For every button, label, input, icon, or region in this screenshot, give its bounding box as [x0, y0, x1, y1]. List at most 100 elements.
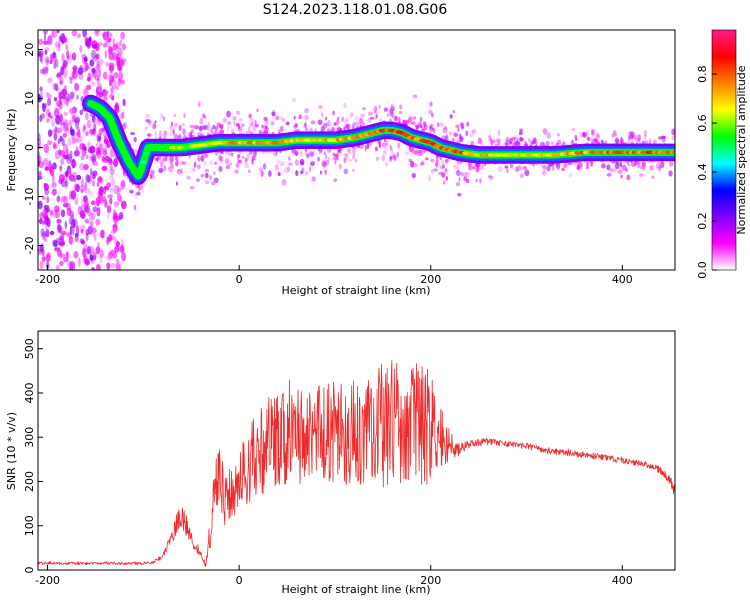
halo-cell: [391, 153, 396, 159]
halo-cell: [488, 175, 493, 179]
halo-cell: [300, 150, 303, 158]
halo-cell: [574, 134, 578, 139]
halo-cell: [366, 142, 370, 150]
noise-cell: [113, 72, 119, 79]
noise-cell: [53, 109, 60, 115]
halo-cell: [280, 125, 284, 132]
noise-cell: [51, 182, 57, 188]
noise-cell: [63, 96, 69, 105]
halo-cell: [417, 122, 422, 127]
halo-cell: [394, 115, 398, 121]
noise-cell: [118, 245, 125, 253]
noise-cell: [42, 206, 45, 215]
halo-cell: [413, 163, 418, 168]
noise-cell: [113, 158, 119, 167]
noise-cell: [39, 211, 45, 220]
noise-cell: [89, 145, 96, 154]
noise-cell: [108, 45, 113, 55]
halo-cell: [389, 155, 393, 160]
halo-cell: [619, 161, 623, 168]
noise-cell: [109, 197, 113, 205]
noise-cell: [61, 88, 67, 96]
noise-cell: [57, 226, 62, 233]
halo-cell: [288, 156, 291, 161]
noise-cell: [88, 246, 95, 255]
halo-cell: [215, 126, 218, 131]
halo-cell: [96, 86, 100, 94]
halo-cell: [505, 139, 509, 145]
halo-cell: [671, 128, 675, 136]
noise-cell: [54, 126, 58, 133]
noise-cell: [79, 238, 85, 244]
noise-cell: [51, 119, 55, 128]
halo-cell: [341, 116, 345, 123]
colorbar-tick-label: 0.2: [696, 212, 709, 230]
halo-cell: [258, 167, 263, 172]
noise-cell: [66, 50, 70, 59]
noise-cell: [46, 196, 50, 204]
y-tick-label: 300: [23, 427, 36, 448]
noise-cell: [66, 159, 72, 165]
halo-cell: [284, 167, 289, 174]
halo-cell: [233, 120, 236, 127]
halo-cell: [508, 140, 512, 146]
noise-cell: [63, 68, 68, 79]
spectrogram-frame: [37, 29, 676, 271]
noise-cell: [92, 170, 98, 177]
noise-cell: [116, 56, 121, 66]
halo-cell: [429, 125, 432, 129]
halo-cell: [204, 124, 209, 130]
halo-cell: [668, 161, 674, 167]
noise-cell: [49, 230, 55, 236]
halo-cell: [399, 104, 403, 110]
halo-cell: [459, 122, 463, 126]
halo-cell: [173, 113, 177, 118]
noise-cell: [110, 86, 115, 93]
colorbar-tick-label: 0.0: [696, 261, 709, 279]
halo-cell: [333, 122, 337, 126]
halo-cell: [455, 170, 461, 177]
halo-cell: [237, 153, 239, 161]
noise-cell: [93, 123, 97, 132]
noise-cell: [56, 218, 62, 224]
halo-cell: [323, 151, 326, 156]
halo-cell: [453, 164, 458, 170]
noise-cell: [119, 39, 123, 47]
noise-cell: [59, 35, 63, 41]
halo-cell: [288, 162, 293, 166]
noise-cell: [106, 40, 111, 48]
noise-cell: [78, 257, 81, 268]
halo-cell: [411, 172, 417, 179]
noise-cell: [101, 165, 108, 172]
halo-cell: [220, 125, 223, 130]
noise-cell: [49, 209, 54, 216]
noise-cell: [109, 175, 114, 181]
halo-cell: [237, 124, 241, 129]
halo-cell: [505, 136, 510, 142]
noise-cell: [85, 131, 89, 136]
noise-cell: [49, 59, 53, 65]
noise-cell: [68, 235, 74, 245]
halo-cell: [413, 150, 418, 155]
halo-cell: [203, 153, 208, 159]
halo-cell: [369, 116, 374, 120]
halo-cell: [398, 110, 403, 115]
noise-cell: [106, 213, 110, 219]
halo-cell: [180, 168, 183, 174]
halo-cell: [218, 154, 222, 162]
halo-cell: [517, 138, 520, 143]
halo-cell: [563, 163, 568, 168]
halo-cell: [570, 139, 575, 145]
noise-cell: [101, 155, 105, 163]
snr-y-label: SNR (10 * v/v): [5, 412, 18, 490]
noise-cell: [118, 212, 124, 220]
halo-cell: [279, 161, 285, 167]
halo-cell: [189, 186, 195, 190]
noise-cell: [79, 185, 86, 192]
halo-cell: [343, 126, 346, 131]
y-tick-label: -20: [23, 237, 36, 255]
noise-cell: [38, 161, 44, 169]
halo-cell: [491, 140, 494, 147]
halo-cell: [193, 124, 199, 130]
